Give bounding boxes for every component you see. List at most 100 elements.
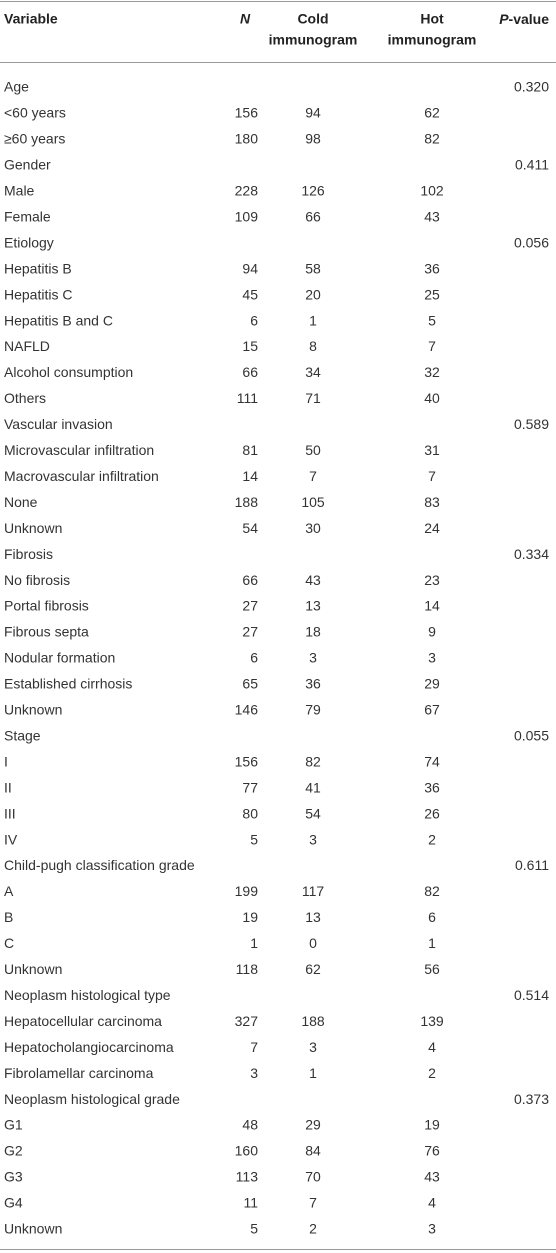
cell-cold: 50 bbox=[305, 442, 321, 458]
cell-n: 5 bbox=[250, 831, 258, 847]
cell-n: 14 bbox=[242, 468, 258, 484]
cell-p-value: 0.611 bbox=[515, 857, 549, 873]
cell-n: 48 bbox=[242, 1117, 258, 1133]
row-label: Vascular invasion bbox=[4, 416, 113, 432]
cell-cold: 0 bbox=[309, 935, 317, 951]
row-label: Established cirrhosis bbox=[4, 676, 132, 692]
cell-n: 19 bbox=[242, 909, 258, 925]
row-label: Fibrosis bbox=[4, 546, 53, 562]
row-label: ≥60 years bbox=[4, 131, 65, 147]
cell-cold: 66 bbox=[305, 208, 321, 224]
cell-n: 111 bbox=[237, 390, 258, 406]
header-n: N bbox=[240, 11, 251, 27]
cell-n: 113 bbox=[236, 1169, 259, 1185]
cell-n: 6 bbox=[250, 650, 258, 666]
cell-p-value: 0.320 bbox=[514, 79, 549, 95]
row-label: Hepatitis B and C bbox=[4, 312, 113, 328]
cell-cold: 3 bbox=[309, 1039, 317, 1055]
cell-n: 228 bbox=[235, 183, 259, 199]
cell-hot: 14 bbox=[424, 598, 440, 614]
cell-hot: 6 bbox=[428, 909, 436, 925]
cell-hot: 3 bbox=[428, 650, 436, 666]
cell-hot: 4 bbox=[428, 1195, 436, 1211]
cell-n: 3 bbox=[250, 1065, 258, 1081]
cell-n: 54 bbox=[242, 520, 258, 536]
cell-n: 118 bbox=[236, 961, 259, 977]
cell-hot: 2 bbox=[428, 831, 436, 847]
row-label: Stage bbox=[4, 727, 41, 743]
cell-hot: 7 bbox=[428, 338, 436, 354]
cell-p-value: 0.334 bbox=[514, 546, 549, 562]
cell-hot: 26 bbox=[424, 805, 440, 821]
row-label: No fibrosis bbox=[4, 572, 70, 588]
cell-hot: 3 bbox=[428, 1221, 436, 1237]
cell-cold: 3 bbox=[309, 831, 317, 847]
cell-p-value: 0.589 bbox=[514, 416, 549, 432]
cell-n: 27 bbox=[242, 624, 258, 640]
cell-hot: 29 bbox=[424, 676, 440, 692]
cell-cold: 43 bbox=[305, 572, 321, 588]
cell-hot: 23 bbox=[424, 572, 440, 588]
cell-p-value: 0.411 bbox=[515, 157, 549, 173]
row-label: Hepatitis B bbox=[4, 260, 72, 276]
cell-p-value: 0.373 bbox=[514, 1091, 549, 1107]
cell-cold: 84 bbox=[305, 1143, 321, 1159]
cell-cold: 98 bbox=[305, 131, 321, 147]
row-label: Microvascular infiltration bbox=[4, 442, 154, 458]
row-label: Etiology bbox=[4, 234, 54, 250]
cell-cold: 62 bbox=[305, 961, 321, 977]
cell-n: 5 bbox=[250, 1221, 258, 1237]
row-label: Male bbox=[4, 183, 35, 199]
row-label: Fibrous septa bbox=[4, 624, 89, 640]
cell-hot: 74 bbox=[424, 753, 440, 769]
row-label: NAFLD bbox=[4, 338, 50, 354]
cell-hot: 83 bbox=[424, 494, 440, 510]
row-label: I bbox=[4, 753, 8, 769]
cell-cold: 13 bbox=[305, 598, 321, 614]
cell-hot: 43 bbox=[424, 1169, 440, 1185]
row-label: Hepatitis C bbox=[4, 286, 72, 302]
header-variable: Variable bbox=[4, 11, 58, 27]
cell-n: 11 bbox=[243, 1195, 258, 1211]
cell-cold: 18 bbox=[305, 624, 321, 640]
cell-cold: 41 bbox=[305, 779, 321, 795]
row-label: A bbox=[4, 883, 14, 899]
cell-n: 66 bbox=[242, 572, 258, 588]
row-label: G4 bbox=[4, 1195, 23, 1211]
row-label: Hepatocholangiocarcinoma bbox=[4, 1039, 174, 1055]
cell-cold: 188 bbox=[301, 1013, 325, 1029]
header-p: P bbox=[499, 11, 509, 27]
cell-hot: 25 bbox=[424, 286, 440, 302]
cell-cold: 82 bbox=[305, 753, 321, 769]
cell-hot: 9 bbox=[428, 624, 436, 640]
row-label: Nodular formation bbox=[4, 650, 115, 666]
cell-cold: 34 bbox=[305, 364, 321, 380]
row-label: C bbox=[4, 935, 14, 951]
row-label: Child-pugh classification grade bbox=[4, 857, 195, 873]
row-label: Unknown bbox=[4, 702, 62, 718]
row-label: G1 bbox=[4, 1117, 23, 1133]
row-label: <60 years bbox=[4, 105, 66, 121]
cell-n: 180 bbox=[235, 131, 259, 147]
cell-hot: 7 bbox=[428, 468, 436, 484]
row-label: Female bbox=[4, 208, 51, 224]
cell-cold: 117 bbox=[302, 883, 325, 899]
row-label: Unknown bbox=[4, 520, 62, 536]
cell-cold: 3 bbox=[309, 650, 317, 666]
header-cold: immunogram bbox=[269, 32, 358, 48]
row-label: Fibrolamellar carcinoma bbox=[4, 1065, 154, 1081]
cell-cold: 1 bbox=[309, 1065, 317, 1081]
cell-n: 94 bbox=[242, 260, 258, 276]
cell-hot: 5 bbox=[428, 312, 436, 328]
cell-cold: 13 bbox=[305, 909, 321, 925]
cell-cold: 36 bbox=[305, 676, 321, 692]
header-p-suffix: -value bbox=[509, 11, 550, 27]
cell-hot: 56 bbox=[424, 961, 440, 977]
cell-hot: 82 bbox=[424, 131, 440, 147]
row-label: None bbox=[4, 494, 38, 510]
cell-hot: 1 bbox=[428, 935, 436, 951]
cell-cold: 79 bbox=[305, 702, 321, 718]
cell-n: 77 bbox=[242, 779, 258, 795]
cell-n: 65 bbox=[242, 676, 258, 692]
